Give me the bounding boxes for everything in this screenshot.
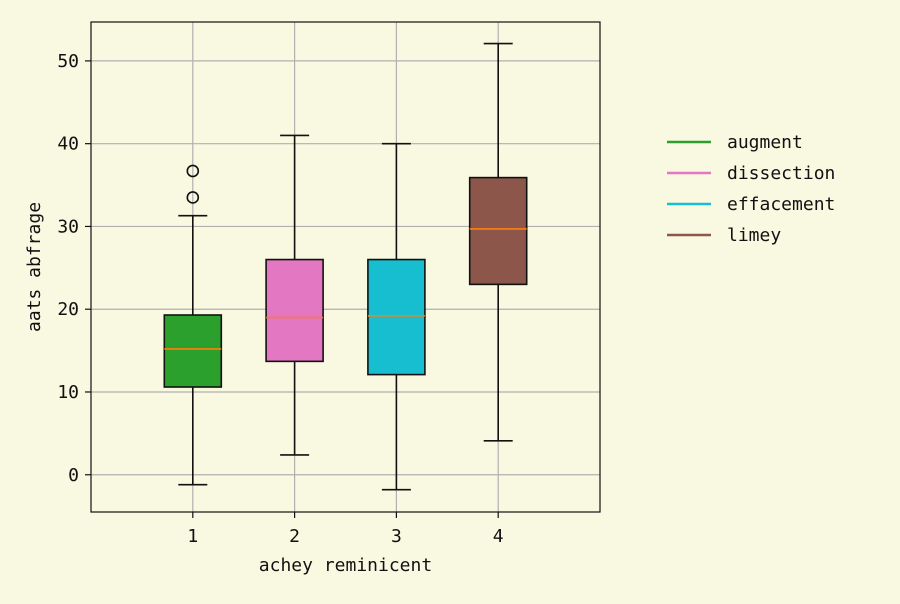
box-iqr: [163, 314, 223, 388]
box-series: [163, 42, 528, 491]
x-tick-label: 1: [187, 526, 198, 547]
x-tick-label: 4: [493, 526, 504, 547]
y-tick-label: 40: [57, 134, 79, 155]
box-dissection: [265, 134, 324, 456]
legend-item-effacement: effacement: [667, 194, 835, 215]
y-tick-label: 0: [68, 465, 79, 486]
outlier-point: [186, 164, 200, 178]
box-limey: [468, 42, 528, 442]
y-tick-label: 50: [57, 51, 79, 72]
y-tick-label: 30: [57, 216, 79, 237]
box-iqr: [265, 258, 324, 363]
legend-item-limey: limey: [667, 225, 781, 246]
y-axis-label: aats abfrage: [24, 202, 45, 332]
box-iqr: [468, 176, 528, 286]
legend-label: dissection: [727, 163, 835, 184]
outlier-point: [186, 191, 200, 204]
legend-label: effacement: [727, 194, 835, 215]
box-effacement: [367, 142, 426, 491]
box-augment: [163, 164, 223, 486]
y-tick-label: 10: [57, 382, 79, 403]
legend: augment dissection effacement limey: [667, 132, 835, 246]
legend-item-augment: augment: [667, 132, 803, 153]
box-iqr: [367, 258, 426, 376]
x-tick-label: 2: [289, 526, 300, 547]
legend-label: augment: [727, 132, 803, 153]
x-tick-label: 3: [391, 526, 402, 547]
legend-label: limey: [727, 225, 781, 246]
legend-item-dissection: dissection: [667, 163, 835, 184]
x-axis-label: achey reminicent: [259, 555, 432, 576]
y-tick-label: 20: [57, 299, 79, 320]
plot-frame: [90, 21, 601, 513]
